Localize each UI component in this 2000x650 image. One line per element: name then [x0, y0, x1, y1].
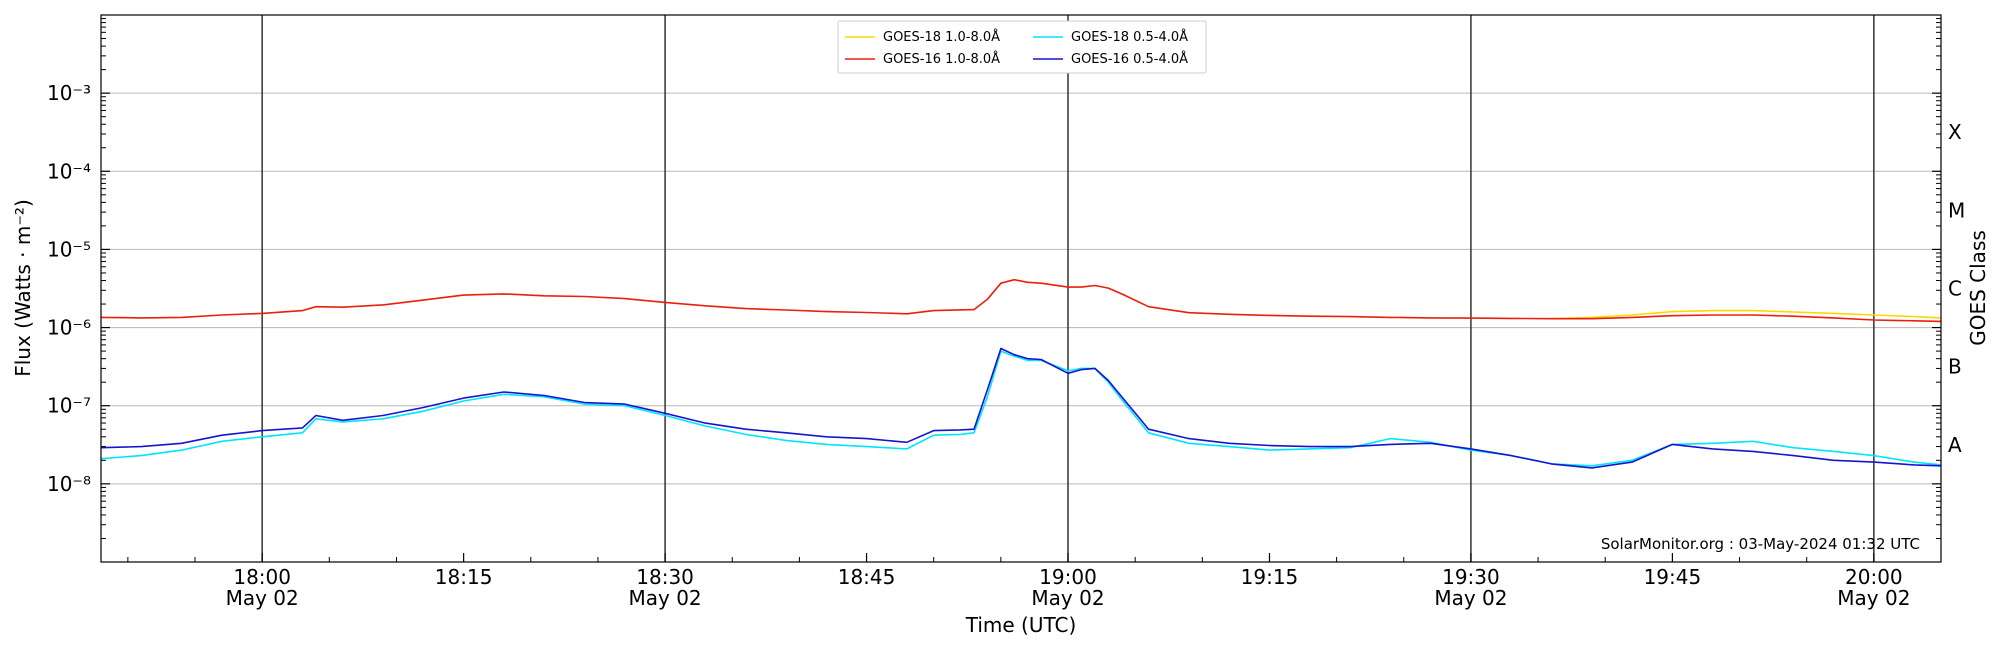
series-line-3 [100, 347, 1942, 469]
x-tick-label: 18:00 [233, 565, 291, 589]
series-line-0 [1551, 309, 1942, 320]
goes-class-labels: A B C M X [1948, 120, 1965, 457]
series-line-1 [100, 278, 1942, 323]
y-axis-right-title: GOES Class [1966, 230, 1990, 346]
legend-label: GOES-16 0.5-4.0Å [1071, 51, 1188, 67]
legend-box [837, 20, 1207, 74]
goes-class-label: B [1948, 355, 1962, 379]
series-lines [100, 278, 1942, 469]
goes-class-label: A [1948, 433, 1962, 457]
x-tick-label: 19:45 [1644, 565, 1702, 589]
x-tick-date-label: May 02 [629, 586, 702, 610]
y-axis-ticks: 10⁻⁸ 10⁻⁷ 10⁻⁶ 10⁻⁵ 10⁻⁴ 10⁻³ [47, 18, 1941, 539]
x-tick-label: 20:00 [1845, 565, 1903, 589]
goes-class-label: M [1948, 198, 1965, 222]
y-axis-title: Flux (Watts · m⁻²) [11, 199, 35, 377]
x-tick-label: 19:30 [1442, 565, 1500, 589]
goes-class-label: X [1948, 120, 1962, 144]
grid [101, 92, 1941, 485]
legend-label: GOES-18 1.0-8.0Å [883, 29, 1000, 45]
x-tick-label: 18:30 [636, 565, 694, 589]
y-tick-label: 10⁻⁸ [47, 472, 91, 496]
x-tick-label: 18:45 [838, 565, 896, 589]
plot-frame [100, 14, 1942, 563]
legend-label: GOES-18 0.5-4.0Å [1071, 29, 1188, 45]
series-line-2 [100, 350, 1942, 467]
legend-label: GOES-16 1.0-8.0Å [883, 51, 1000, 67]
goes-class-label: C [1948, 277, 1962, 301]
legend: GOES-18 1.0-8.0Å GOES-16 1.0-8.0Å GOES-18 … [837, 20, 1207, 74]
y-tick-label: 10⁻⁶ [47, 316, 91, 340]
x-tick-date-label: May 02 [1837, 586, 1910, 610]
x-tick-date-label: May 02 [226, 586, 299, 610]
y-tick-label: 10⁻⁵ [47, 237, 91, 261]
y-tick-label: 10⁻³ [47, 81, 91, 105]
y-tick-label: 10⁻⁴ [47, 159, 91, 183]
x-tick-label: 18:15 [435, 565, 493, 589]
x-tick-date-label: May 02 [1434, 586, 1507, 610]
x-tick-date-label: May 02 [1031, 586, 1104, 610]
time-markers [261, 15, 1875, 562]
x-tick-label: 19:00 [1039, 565, 1097, 589]
x-tick-label: 19:15 [1241, 565, 1299, 589]
y-tick-label: 10⁻⁷ [47, 394, 91, 418]
credit-annotation: SolarMonitor.org : 03-May-2024 01:32 UTC [1601, 535, 1920, 553]
x-axis-title: Time (UTC) [965, 613, 1077, 637]
